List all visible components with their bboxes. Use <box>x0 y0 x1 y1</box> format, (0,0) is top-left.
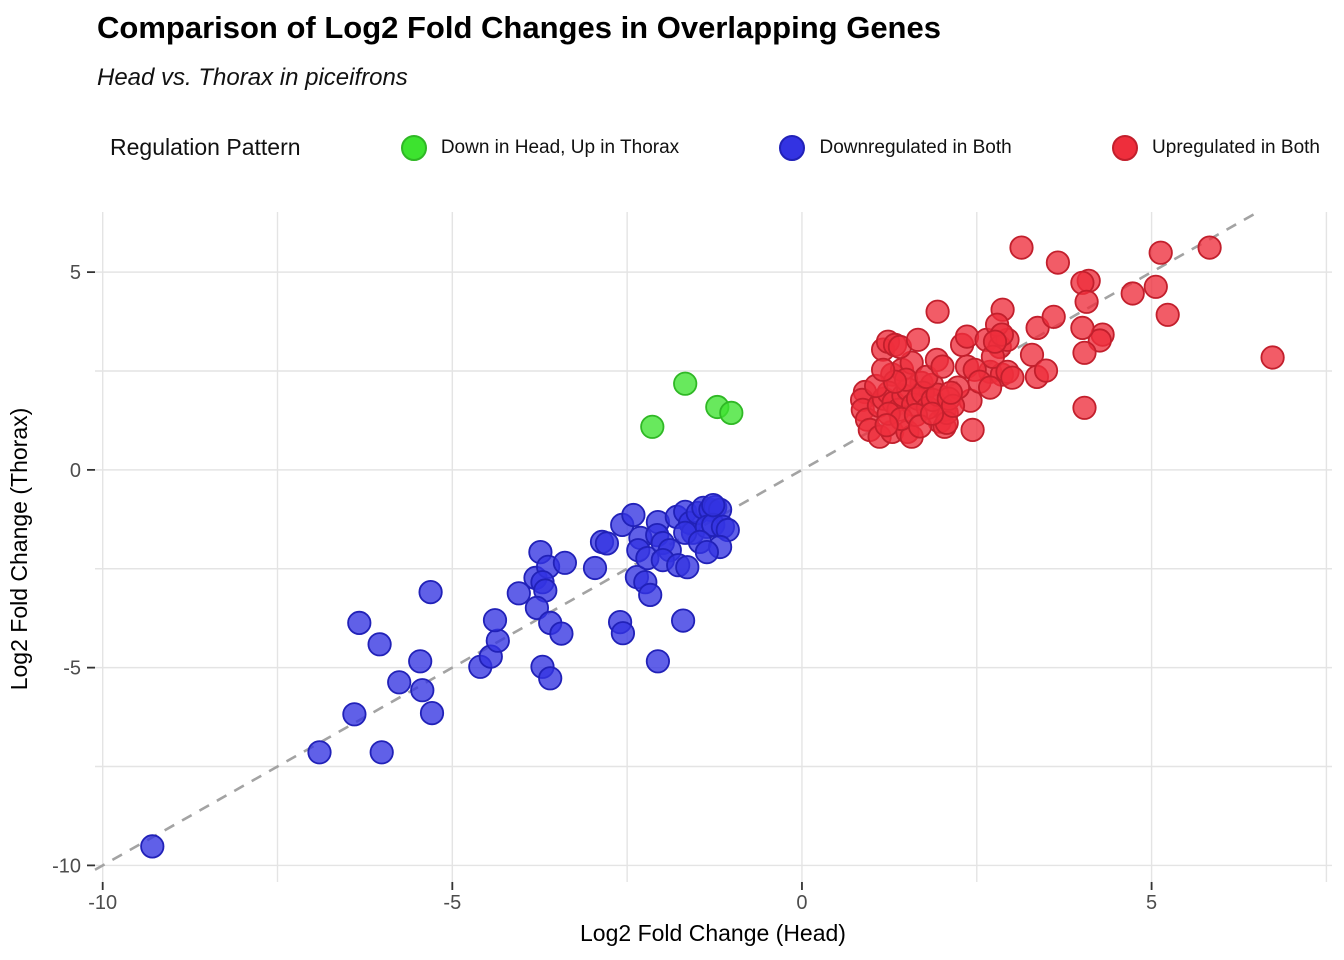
data-point <box>387 670 412 695</box>
data-point <box>694 539 720 565</box>
data-point <box>954 324 980 349</box>
data-point <box>960 417 985 442</box>
legend-swatch-icon <box>779 134 806 161</box>
y-axis-title: Log2 Fold Change (Thorax) <box>6 408 32 691</box>
data-point <box>538 666 563 691</box>
data-point <box>640 414 665 439</box>
data-point <box>610 621 636 646</box>
y-tick-label: -5 <box>63 658 81 680</box>
data-point <box>410 678 435 703</box>
data-point <box>1074 289 1099 314</box>
chart-subtitle: Head vs. Thorax in piceifrons <box>97 64 408 91</box>
data-point <box>552 550 578 575</box>
tick-labels: -10 -5 0 5 5 0 -5 -10 <box>52 262 1157 914</box>
data-point <box>1197 235 1222 260</box>
data-point <box>1045 250 1071 275</box>
data-point <box>347 610 372 636</box>
chart-title: Comparison of Log2 Fold Changes in Overl… <box>97 10 941 45</box>
data-point <box>482 608 508 633</box>
data-point <box>140 834 165 859</box>
x-axis-title: Log2 Fold Change (Head) <box>580 920 846 946</box>
data-point <box>1009 235 1034 260</box>
legend: Regulation Pattern Down in Head, Up in T… <box>110 134 1320 161</box>
data-point <box>1072 395 1097 420</box>
y-tick-label: 5 <box>70 262 81 284</box>
data-point <box>367 632 392 657</box>
legend-item-label: Downregulated in Both <box>819 136 1012 158</box>
legend-item-label: Upregulated in Both <box>1152 136 1320 158</box>
x-tick-label: -5 <box>443 892 461 914</box>
data-point <box>307 740 332 765</box>
data-point <box>524 595 550 621</box>
legend-item-1: Downregulated in Both <box>779 134 1012 161</box>
legend-item-0: Down in Head, Up in Thorax <box>400 134 680 161</box>
x-tick-label: -10 <box>88 892 117 914</box>
data-point <box>1143 274 1168 299</box>
data-point <box>419 700 445 726</box>
data-point <box>930 354 955 379</box>
data-point <box>673 371 698 396</box>
data-point <box>506 581 531 606</box>
y-tick-label: -10 <box>52 855 81 877</box>
data-point <box>418 579 443 605</box>
data-point <box>638 582 663 608</box>
data-point <box>977 375 1003 400</box>
data-point <box>342 702 367 727</box>
data-point <box>938 380 964 405</box>
data-point <box>719 400 744 425</box>
data-point <box>645 649 671 674</box>
data-point <box>369 740 394 765</box>
data-point <box>1000 365 1025 390</box>
legend-swatch-icon <box>1112 134 1139 161</box>
data-point <box>594 531 620 556</box>
axis-tick-marks <box>87 271 1153 890</box>
legend-item-label: Down in Head, Up in Thorax <box>440 136 680 158</box>
data-point <box>582 555 608 581</box>
data-point <box>874 413 899 438</box>
legend-item-2: Upregulated in Both <box>1112 134 1320 161</box>
data-point <box>925 299 950 324</box>
data-point <box>870 357 896 382</box>
data-point <box>621 502 646 528</box>
x-tick-label: 5 <box>1146 892 1157 914</box>
data-point <box>919 401 945 426</box>
data-point <box>1155 302 1180 327</box>
data-point <box>701 492 726 518</box>
data-point <box>1033 358 1059 383</box>
data-point <box>670 608 696 633</box>
data-point <box>982 329 1008 354</box>
data-point <box>1120 281 1145 306</box>
data-point <box>549 621 574 646</box>
data-point <box>1070 315 1095 340</box>
y-tick-label: 0 <box>70 460 81 482</box>
data-point <box>675 555 700 580</box>
legend-title: Regulation Pattern <box>110 134 301 160</box>
data-point <box>1072 340 1097 365</box>
data-point <box>1041 304 1066 329</box>
data-point <box>1260 345 1285 370</box>
points-layer <box>140 235 1285 859</box>
data-point <box>408 649 433 674</box>
data-point <box>905 327 931 352</box>
data-point <box>485 628 510 653</box>
data-point <box>1148 240 1173 265</box>
x-tick-label: 0 <box>796 892 807 914</box>
legend-swatch-icon <box>400 134 427 161</box>
